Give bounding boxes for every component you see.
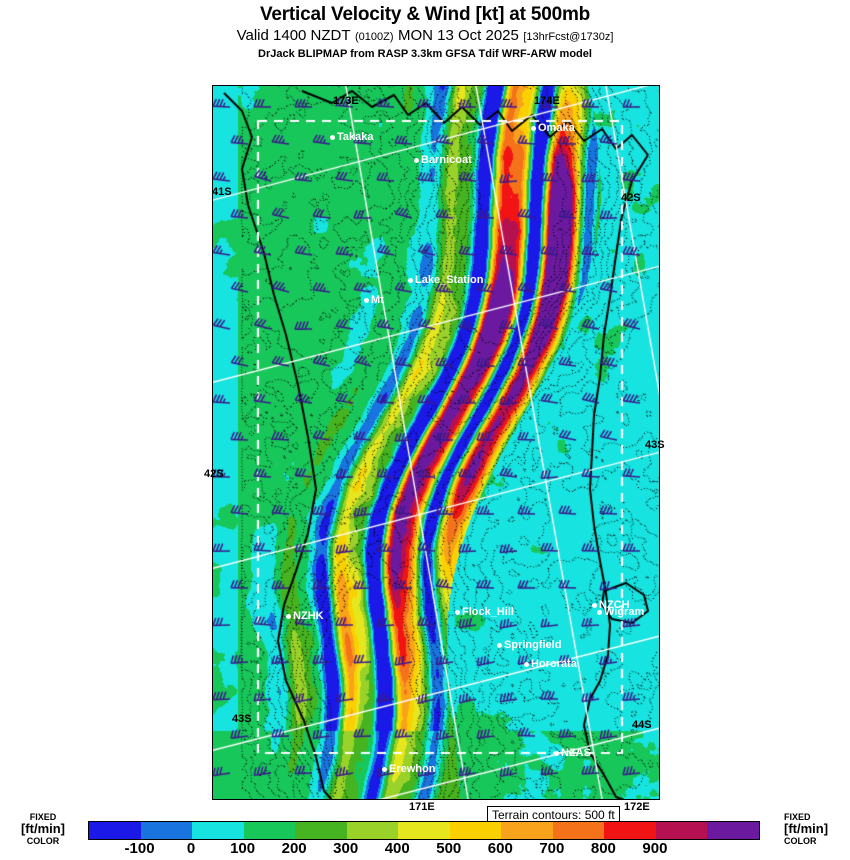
colorbar-area: -100 0 100 200 300 400 500 600 700 800 900 xyxy=(0,815,850,860)
vertical-velocity-field[interactable] xyxy=(212,85,660,800)
station-marker-icon xyxy=(592,602,597,608)
valid-date: MON 13 Oct 2025 xyxy=(397,27,519,44)
station-wigram: Wigram xyxy=(597,606,644,618)
legend-right-units: [ft/min] xyxy=(784,821,829,836)
station-label: NZHK xyxy=(293,610,324,623)
station-flock_hill: Flock_Hill xyxy=(455,606,514,618)
graticule-label-44S: 44S xyxy=(632,719,652,731)
graticule-label-41S: 41S xyxy=(212,186,232,198)
station-omaka: Omaka xyxy=(531,122,575,134)
station-label: NZCH xyxy=(599,599,630,612)
terrain-contour-note: Terrain contours: 500 ft xyxy=(487,806,620,824)
colorbar-band-9 xyxy=(552,822,605,839)
station-takaka: Takaka xyxy=(330,131,374,143)
legend-right-color: COLOR xyxy=(784,836,817,846)
station-marker-icon xyxy=(408,277,413,283)
colorbar-tick-400: 400 xyxy=(384,840,410,857)
colorbar-band-2 xyxy=(192,822,244,839)
station-nzas: NZAS xyxy=(554,747,591,759)
station-label: Mt xyxy=(371,294,384,307)
station-erewhon: Erewhon xyxy=(382,763,435,775)
colorbar-legend-left: FIXED [ft/min] COLOR xyxy=(0,812,86,846)
valid-time-line: Valid 1400 NZDT (0100Z) MON 13 Oct 2025 … xyxy=(0,26,850,47)
station-label: Omaka xyxy=(538,122,575,135)
colorbar-tick-0: 0 xyxy=(186,840,196,857)
graticule-label-174E: 174E xyxy=(534,95,560,107)
station-barnicoat: Barnicoat xyxy=(414,154,472,166)
chart-header: Vertical Velocity & Wind [kt] at 500mb V… xyxy=(0,0,850,61)
station-nzhk: NZHK xyxy=(286,610,324,622)
valid-utc: (0100Z) xyxy=(355,31,394,43)
station-lake_station: Lake_Station xyxy=(408,274,483,286)
weather-map[interactable] xyxy=(212,85,660,800)
station-marker-icon xyxy=(286,613,291,619)
colorbar-band-3 xyxy=(243,822,296,839)
colorbar-tick-600: 600 xyxy=(487,840,513,857)
station-label: Flock_Hill xyxy=(462,606,514,619)
legend-left-fixed: FIXED xyxy=(29,812,57,822)
station-marker-icon xyxy=(455,609,460,615)
station-nzch: NZCH xyxy=(592,599,630,611)
colorbar-legend-right: FIXED [ft/min] COLOR xyxy=(784,812,850,846)
colorbar-tick-900: 900 xyxy=(642,840,668,857)
graticule-label-173E: 173E xyxy=(333,95,359,107)
graticule-label-42S: 42S xyxy=(204,468,224,480)
station-springfield: Springfield xyxy=(497,639,561,651)
colorbar-tick-200: 200 xyxy=(281,840,307,857)
colorbar-band-11 xyxy=(655,822,708,839)
colorbar-tick-100: 100 xyxy=(230,840,256,857)
station-marker-icon xyxy=(554,750,559,756)
legend-left-color: COLOR xyxy=(26,836,60,846)
station-label: Hororata xyxy=(531,658,577,671)
legend-left-units: [ft/min] xyxy=(20,821,66,836)
station-label: Wigram xyxy=(604,606,645,619)
station-marker-icon xyxy=(497,642,502,648)
page-title: Vertical Velocity & Wind [kt] at 500mb xyxy=(259,4,591,25)
colorbar-band-0 xyxy=(89,822,141,839)
colorbar-tick-500: 500 xyxy=(436,840,462,857)
valid-prefix: Valid 1400 NZDT xyxy=(236,27,351,44)
station-marker-icon xyxy=(414,157,419,163)
station-label: Takaka xyxy=(337,131,374,144)
colorbar[interactable] xyxy=(88,821,760,840)
station-label: Springfield xyxy=(504,639,562,652)
forecast-tag: [13hrFcst@1730z] xyxy=(523,31,614,43)
station-marker-icon xyxy=(382,766,387,772)
station-label: Barnicoat xyxy=(421,154,472,167)
colorbar-tick-labels: -100 0 100 200 300 400 500 600 700 800 900 xyxy=(88,840,758,860)
graticule-label-171E: 171E xyxy=(409,801,435,813)
model-line: DrJack BLIPMAP from RASP 3.3km GFSA Tdif… xyxy=(258,48,592,60)
station-marker-icon xyxy=(364,297,369,303)
station-marker-icon xyxy=(531,125,536,131)
station-marker-icon xyxy=(524,661,529,667)
graticule-label-172E: 172E xyxy=(624,801,650,813)
station-marker-icon xyxy=(330,134,335,140)
colorbar-tick--100: -100 xyxy=(124,840,155,857)
colorbar-band-10 xyxy=(604,822,656,839)
colorbar-band-12 xyxy=(707,822,759,839)
station-marker-icon xyxy=(597,609,602,615)
colorbar-band-5 xyxy=(346,822,399,839)
colorbar-band-4 xyxy=(295,822,347,839)
colorbar-band-7 xyxy=(449,822,502,839)
graticule-label-42S: 42S xyxy=(621,192,641,204)
colorbar-band-1 xyxy=(140,822,193,839)
colorbar-tick-700: 700 xyxy=(539,840,565,857)
station-label: Erewhon xyxy=(389,763,436,776)
station-hororata: Hororata xyxy=(524,658,577,670)
station-mt: Mt xyxy=(364,294,384,306)
station-label: Lake_Station xyxy=(415,274,484,287)
colorbar-band-8 xyxy=(501,822,553,839)
graticule-label-43S: 43S xyxy=(645,439,665,451)
colorbar-tick-300: 300 xyxy=(333,840,359,857)
colorbar-tick-800: 800 xyxy=(590,840,616,857)
legend-right-fixed: FIXED xyxy=(784,812,811,822)
colorbar-band-6 xyxy=(398,822,450,839)
graticule-label-43S: 43S xyxy=(232,713,252,725)
station-label: NZAS xyxy=(561,747,591,760)
